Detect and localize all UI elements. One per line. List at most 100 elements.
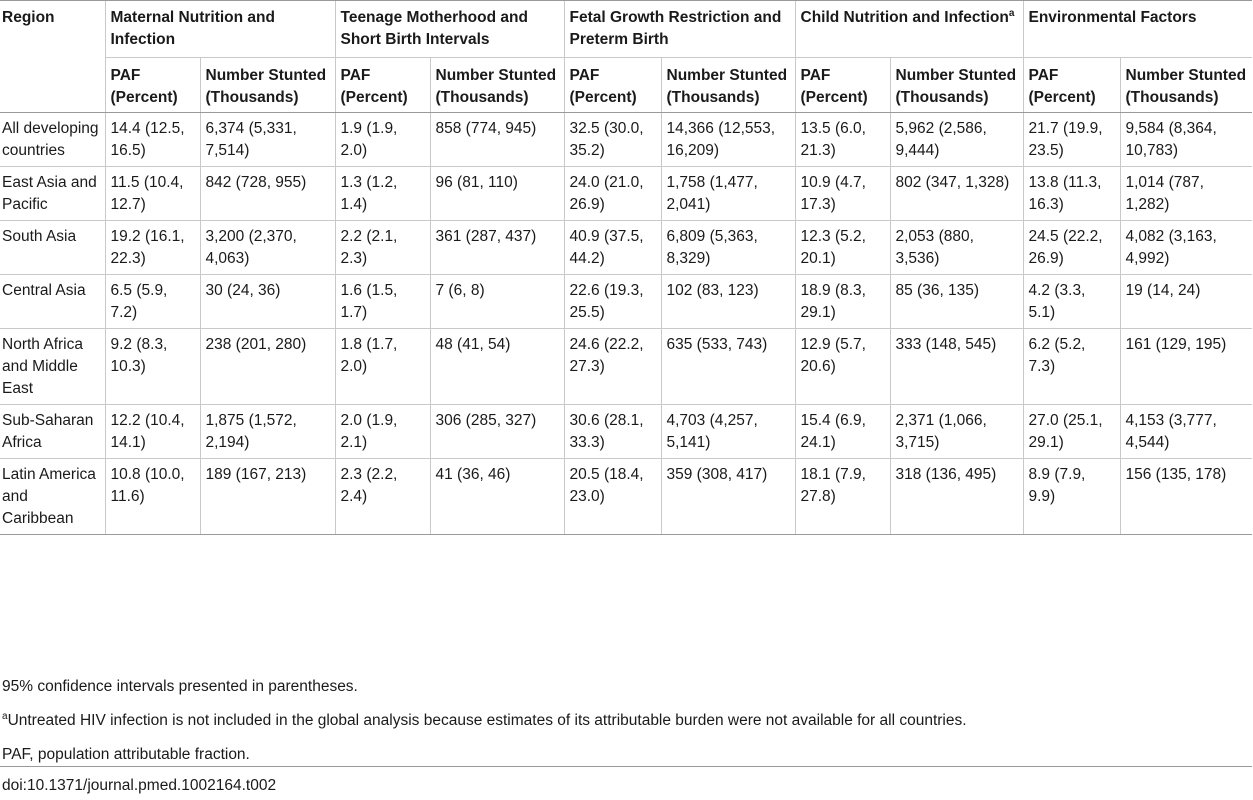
region-column-header: Region [0,0,105,58]
table-row: North Africa and Middle East 9.2 (8.3, 1… [0,328,1252,405]
group-header-maternal-nutrition: Maternal Nutrition and Infection [104,0,335,58]
table-notes: 95% confidence intervals presented in pa… [2,676,1242,778]
table-cell: 18.9 (8.3, 29.1) [794,274,890,329]
table-cell: 7 (6, 8) [429,274,564,329]
paf-header: PAF (Percent) [1022,57,1120,113]
table-row: All developing countries 14.4 (12.5, 16.… [0,112,1252,167]
table-cell: 32.5 (30.0, 35.2) [563,112,661,167]
table-cell: 11.5 (10.4, 12.7) [104,166,200,221]
table-cell: 2.2 (2.1, 2.3) [334,220,430,275]
table-cell: 802 (347, 1,328) [889,166,1023,221]
table-cell: 14,366 (12,553, 16,209) [660,112,795,167]
table-cell: 6,809 (5,363, 8,329) [660,220,795,275]
region-cell: Latin America and Caribbean [0,458,105,535]
table-cell: 8.9 (7.9, 9.9) [1022,458,1120,535]
stunted-header: Number Stunted (Thousands) [1119,57,1252,113]
table-cell: 27.0 (25.1, 29.1) [1022,404,1120,459]
table-row: South Asia 19.2 (16.1, 22.3) 3,200 (2,37… [0,220,1252,275]
table-cell: 12.3 (5.2, 20.1) [794,220,890,275]
table-cell: 9,584 (8,364, 10,783) [1119,112,1252,167]
group-header-label: Fetal Growth Restriction and Preterm Bir… [569,9,782,48]
table-cell: 156 (135, 178) [1119,458,1252,535]
table-cell: 6.5 (5.9, 7.2) [104,274,200,329]
stunted-header: Number Stunted (Thousands) [429,57,564,113]
table-cell: 4,703 (4,257, 5,141) [660,404,795,459]
footnote-text: Untreated HIV infection is not included … [7,712,967,729]
table-row: Latin America and Caribbean 10.8 (10.0, … [0,458,1252,535]
region-subheader-empty [0,57,105,113]
table-cell: 5,962 (2,586, 9,444) [889,112,1023,167]
table-cell: 48 (41, 54) [429,328,564,405]
table-cell: 359 (308, 417) [660,458,795,535]
table-cell: 1,875 (1,572, 2,194) [199,404,335,459]
doi-link[interactable]: doi:10.1371/journal.pmed.1002164.t002 [2,777,277,794]
table-cell: 2,053 (880, 3,536) [889,220,1023,275]
table-cell: 96 (81, 110) [429,166,564,221]
table-row: Sub-Saharan Africa 12.2 (10.4, 14.1) 1,8… [0,404,1252,459]
footnote-marker: a [1008,7,1015,19]
table-row: Central Asia 6.5 (5.9, 7.2) 30 (24, 36) … [0,274,1252,329]
table-header: Region Maternal Nutrition and Infection … [0,0,1252,113]
table-cell: 1.8 (1.7, 2.0) [334,328,430,405]
group-header-label: Maternal Nutrition and Infection [110,9,275,48]
table-cell: 9.2 (8.3, 10.3) [104,328,200,405]
confidence-interval-note: 95% confidence intervals presented in pa… [2,678,358,695]
table-cell: 1,758 (1,477, 2,041) [660,166,795,221]
paf-header: PAF (Percent) [334,57,430,113]
table-cell: 238 (201, 280) [199,328,335,405]
table-cell: 189 (167, 213) [199,458,335,535]
stunting-attribution-table: Region Maternal Nutrition and Infection … [0,0,1252,535]
group-header-teenage-motherhood: Teenage Motherhood and Short Birth Inter… [334,0,564,58]
table-cell: 19 (14, 24) [1119,274,1252,329]
table-cell: 20.5 (18.4, 23.0) [563,458,661,535]
table-cell: 1,014 (787, 1,282) [1119,166,1252,221]
region-cell: All developing countries [0,112,105,167]
table-cell: 13.8 (11.3, 16.3) [1022,166,1120,221]
table-cell: 333 (148, 545) [889,328,1023,405]
table-cell: 6,374 (5,331, 7,514) [199,112,335,167]
table-cell: 4,082 (3,163, 4,992) [1119,220,1252,275]
table-cell: 13.5 (6.0, 21.3) [794,112,890,167]
stunted-header: Number Stunted (Thousands) [660,57,795,113]
group-header-child-nutrition: Child Nutrition and Infectiona [794,0,1023,58]
table-cell: 4.2 (3.3, 5.1) [1022,274,1120,329]
table-cell: 306 (285, 327) [429,404,564,459]
table-cell: 15.4 (6.9, 24.1) [794,404,890,459]
table-cell: 30 (24, 36) [199,274,335,329]
table-cell: 10.9 (4.7, 17.3) [794,166,890,221]
table-row: East Asia and Pacific 11.5 (10.4, 12.7) … [0,166,1252,221]
table-cell: 30.6 (28.1, 33.3) [563,404,661,459]
doi-divider [0,766,1252,767]
table-cell: 3,200 (2,370, 4,063) [199,220,335,275]
paf-header: PAF (Percent) [794,57,890,113]
table-cell: 24.5 (22.2, 26.9) [1022,220,1120,275]
group-header-label: Environmental Factors [1028,9,1197,26]
table-cell: 6.2 (5.2, 7.3) [1022,328,1120,405]
footnote-marker: a [2,710,8,722]
sub-header-row: PAF (Percent) Number Stunted (Thousands)… [0,57,1252,113]
region-cell: North Africa and Middle East [0,328,105,405]
table-cell: 14.4 (12.5, 16.5) [104,112,200,167]
table-cell: 635 (533, 743) [660,328,795,405]
abbreviation-note: PAF, population attributable fraction. [2,746,250,763]
table-cell: 842 (728, 955) [199,166,335,221]
table-cell: 858 (774, 945) [429,112,564,167]
table-cell: 361 (287, 437) [429,220,564,275]
group-header-label: Teenage Motherhood and Short Birth Inter… [340,9,528,48]
group-header-environmental: Environmental Factors [1022,0,1252,58]
table-cell: 2,371 (1,066, 3,715) [889,404,1023,459]
region-cell: East Asia and Pacific [0,166,105,221]
table-cell: 318 (136, 495) [889,458,1023,535]
table-cell: 18.1 (7.9, 27.8) [794,458,890,535]
table-cell: 12.9 (5.7, 20.6) [794,328,890,405]
table-cell: 2.0 (1.9, 2.1) [334,404,430,459]
table-cell: 1.3 (1.2, 1.4) [334,166,430,221]
table-cell: 1.6 (1.5, 1.7) [334,274,430,329]
table-cell: 102 (83, 123) [660,274,795,329]
table-cell: 85 (36, 135) [889,274,1023,329]
table-cell: 21.7 (19.9, 23.5) [1022,112,1120,167]
table-cell: 19.2 (16.1, 22.3) [104,220,200,275]
paf-header: PAF (Percent) [563,57,661,113]
table-cell: 1.9 (1.9, 2.0) [334,112,430,167]
